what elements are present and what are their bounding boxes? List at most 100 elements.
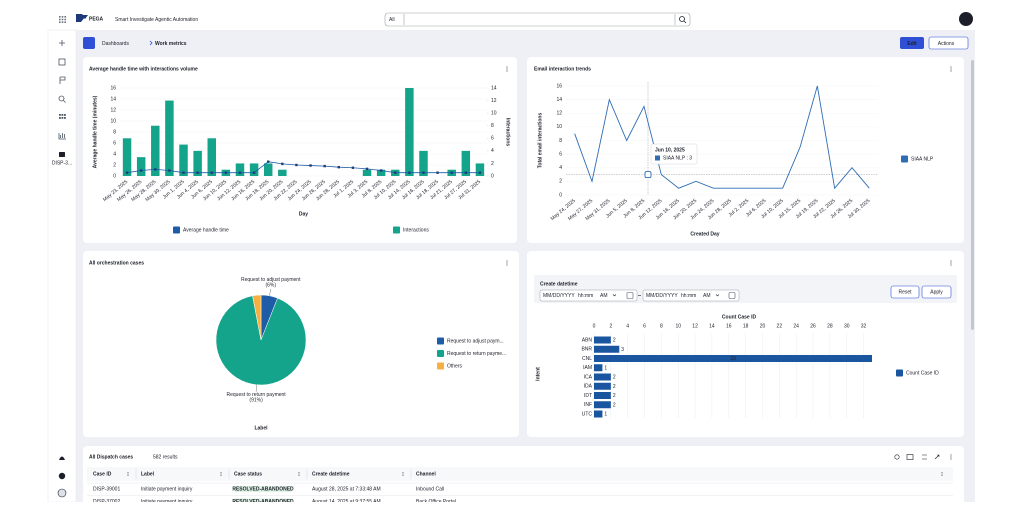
avatar[interactable] [959, 12, 973, 26]
legend-label[interactable]: Request to return payme... [447, 351, 506, 357]
legend-label[interactable]: Count Case ID [906, 370, 939, 376]
menu-dot[interactable] [506, 262, 508, 264]
meridiem-chevron [715, 294, 720, 297]
column-menu-dot[interactable] [298, 475, 300, 477]
bar[interactable] [594, 410, 603, 418]
column-menu-dot[interactable] [127, 473, 129, 475]
menu-dot[interactable] [506, 68, 508, 70]
legend-swatch[interactable] [901, 155, 908, 163]
line-marker [210, 171, 213, 174]
apply-button[interactable] [921, 285, 952, 299]
bar[interactable] [594, 401, 611, 409]
slice-label: Request to return payment [227, 392, 287, 398]
cell[interactable]: DISP-37002 [93, 499, 120, 505]
menu-dot[interactable] [506, 66, 508, 68]
card [527, 57, 964, 243]
column-menu-dot[interactable] [402, 471, 404, 473]
menu-dot[interactable] [950, 70, 952, 72]
column-header[interactable]: Create datetime [312, 471, 350, 477]
menu-dot[interactable] [950, 66, 952, 68]
legend-label[interactable]: SIAA NLP [911, 156, 934, 162]
pie-slice[interactable] [252, 294, 262, 341]
legend-swatch[interactable] [173, 226, 180, 234]
column-header[interactable]: Channel [416, 471, 436, 477]
y2-tick-label: 2 [491, 161, 494, 167]
column-header[interactable]: Label [141, 471, 155, 477]
search-tool[interactable] [894, 454, 900, 460]
column-menu-dot[interactable] [127, 471, 129, 473]
help-icon[interactable] [58, 472, 66, 480]
legend-label[interactable]: Request to adjust paym... [447, 338, 504, 344]
menu-dot[interactable] [950, 264, 952, 266]
notification-icon[interactable] [59, 456, 65, 461]
filter-tool[interactable] [922, 454, 927, 460]
search-icon[interactable] [679, 16, 687, 24]
cell[interactable]: DISP-39001 [93, 486, 120, 492]
column-menu-dot[interactable] [220, 471, 222, 473]
menu-dot[interactable] [506, 260, 508, 262]
menu-dot[interactable] [950, 458, 952, 460]
menu-dot[interactable] [950, 260, 952, 262]
legend-swatch[interactable] [437, 337, 444, 345]
column-menu-dot[interactable] [127, 475, 129, 477]
column-menu-dot[interactable] [298, 473, 300, 475]
column-menu-dot[interactable] [941, 473, 943, 475]
column-menu-dot[interactable] [402, 475, 404, 477]
nav-report-icon[interactable] [58, 133, 66, 140]
column-menu-dot[interactable] [941, 471, 943, 473]
column-menu-dot[interactable] [298, 471, 300, 473]
legend-label[interactable]: Interactions [403, 227, 429, 233]
bar[interactable] [594, 336, 611, 344]
date-input[interactable] [539, 289, 638, 302]
bar[interactable] [594, 392, 611, 399]
date-input[interactable] [642, 289, 740, 302]
grid-icon[interactable] [59, 16, 66, 23]
line-marker [309, 164, 312, 167]
calendar-icon[interactable] [728, 292, 736, 299]
nav-dashboard-icon[interactable] [59, 114, 66, 119]
leader-line [269, 288, 271, 296]
menu-dot[interactable] [506, 264, 508, 266]
menu-dot[interactable] [950, 68, 952, 70]
column-header[interactable]: Case status [234, 471, 262, 477]
column-menu-dot[interactable] [941, 475, 943, 477]
menu-dot[interactable] [506, 70, 508, 72]
column-menu-dot[interactable] [402, 473, 404, 475]
expand-tool[interactable] [934, 454, 940, 460]
bar [165, 100, 174, 176]
expand-icon[interactable] [57, 488, 67, 498]
reset-button[interactable] [890, 285, 920, 299]
cell[interactable]: Initiate payment inquiry [141, 499, 193, 505]
legend-swatch[interactable] [437, 362, 444, 370]
bar[interactable] [594, 364, 603, 372]
legend-label[interactable]: Others [447, 363, 463, 369]
y-axis-title: Intent [535, 367, 541, 381]
search-box[interactable] [384, 12, 691, 27]
column-menu-dot[interactable] [220, 473, 222, 475]
column-header[interactable]: Case ID [93, 471, 112, 477]
cell[interactable]: Initiate payment inquiry [141, 486, 193, 492]
menu-dot[interactable] [950, 456, 952, 458]
nav-icons[interactable] [58, 40, 66, 103]
column-menu-dot[interactable] [220, 475, 222, 477]
bar[interactable] [594, 345, 620, 353]
calendar-icon[interactable] [626, 292, 634, 299]
menu-dot[interactable] [950, 454, 952, 456]
actions-button[interactable] [928, 36, 969, 50]
bar[interactable] [594, 382, 611, 390]
view-tool[interactable] [906, 454, 914, 460]
bar[interactable] [594, 373, 611, 381]
legend-swatch[interactable] [437, 350, 444, 357]
edit-button[interactable] [900, 37, 924, 49]
nav-case-icon[interactable] [59, 152, 65, 157]
legend-swatch[interactable] [393, 226, 400, 234]
pie-slice[interactable] [215, 295, 307, 386]
y2-tick-label: 8 [491, 123, 494, 129]
breadcrumb-link[interactable]: Dashboards [102, 41, 129, 47]
bar[interactable] [594, 355, 872, 362]
legend-label[interactable]: Average handle time [183, 227, 229, 233]
menu-dot[interactable] [950, 262, 952, 264]
line-marker [281, 162, 284, 166]
x-axis-title: Count Case ID [722, 314, 757, 320]
legend-swatch[interactable] [896, 369, 903, 377]
